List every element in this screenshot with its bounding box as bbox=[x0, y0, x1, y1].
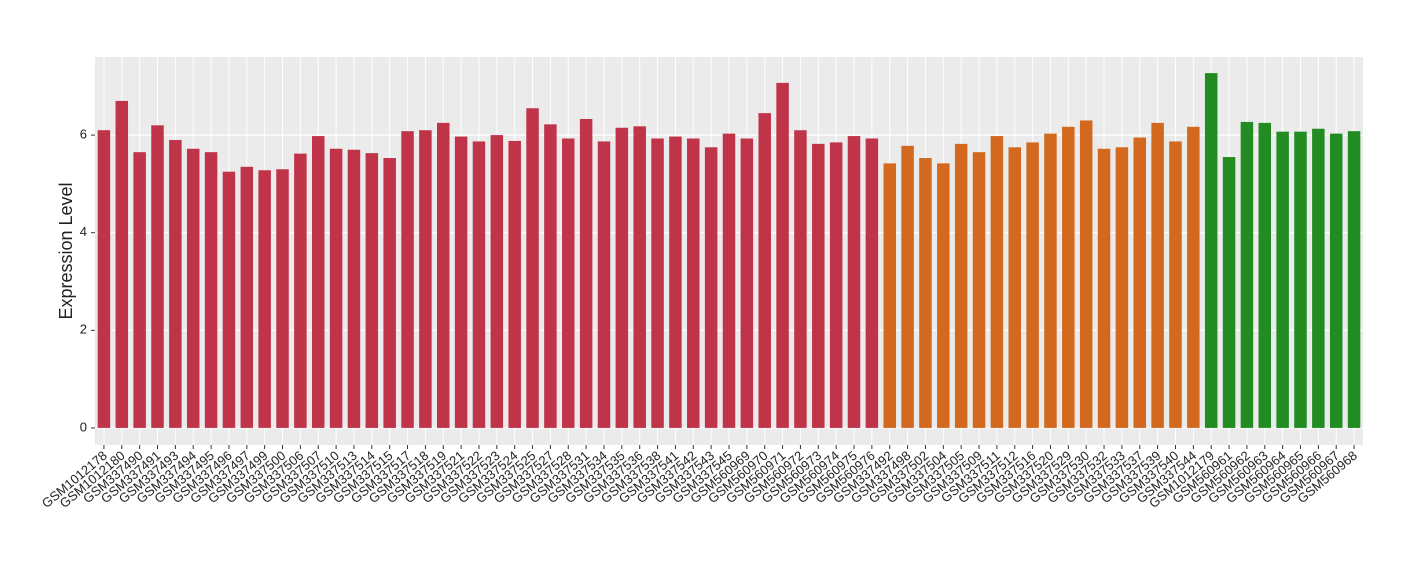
bar bbox=[847, 136, 861, 428]
bar bbox=[401, 131, 414, 428]
bar bbox=[115, 100, 129, 428]
bar bbox=[597, 141, 611, 428]
bar bbox=[704, 147, 718, 428]
bar bbox=[365, 153, 379, 428]
bar bbox=[937, 163, 950, 428]
bar bbox=[1062, 126, 1075, 428]
bar bbox=[311, 136, 325, 428]
bar bbox=[1008, 147, 1021, 428]
bar bbox=[133, 152, 146, 428]
bar bbox=[562, 138, 575, 428]
bar bbox=[1115, 147, 1129, 428]
bar bbox=[633, 126, 646, 428]
bar bbox=[1079, 120, 1093, 428]
bar bbox=[687, 138, 700, 428]
bar bbox=[169, 139, 182, 428]
bar bbox=[954, 143, 968, 428]
bar bbox=[1151, 122, 1164, 428]
bar bbox=[1258, 122, 1272, 428]
bar bbox=[383, 158, 396, 428]
bar bbox=[294, 153, 307, 428]
bar bbox=[1222, 157, 1236, 428]
bar bbox=[865, 138, 879, 428]
bar bbox=[437, 122, 450, 428]
bar bbox=[1044, 133, 1057, 428]
bar bbox=[508, 140, 521, 428]
y-tick-label: 6 bbox=[80, 127, 87, 142]
bar bbox=[919, 158, 932, 428]
bar bbox=[1276, 131, 1289, 428]
bar bbox=[883, 163, 896, 428]
bar bbox=[1347, 131, 1361, 428]
bar bbox=[1240, 121, 1254, 428]
bar bbox=[812, 143, 825, 428]
bar bbox=[472, 141, 486, 428]
bar bbox=[186, 148, 200, 428]
bar bbox=[1097, 148, 1111, 428]
bar bbox=[1329, 133, 1343, 428]
bar bbox=[490, 135, 504, 428]
bar bbox=[972, 152, 986, 428]
bar bbox=[526, 108, 539, 428]
bar bbox=[276, 169, 289, 428]
bar bbox=[1294, 131, 1307, 428]
bar bbox=[990, 136, 1004, 428]
bar bbox=[740, 138, 754, 428]
bar bbox=[329, 148, 343, 428]
bar bbox=[1169, 141, 1182, 428]
bar bbox=[454, 136, 468, 428]
bar bbox=[1312, 128, 1325, 428]
bar bbox=[544, 124, 557, 428]
bar bbox=[347, 149, 361, 428]
y-axis-title: Expression Level bbox=[56, 182, 76, 319]
bar bbox=[758, 113, 771, 428]
bar bbox=[1187, 126, 1200, 428]
bar bbox=[1026, 142, 1039, 428]
y-tick-label: 2 bbox=[80, 322, 87, 337]
bar bbox=[776, 82, 789, 428]
bar bbox=[901, 145, 914, 428]
bar bbox=[97, 130, 111, 428]
bar bbox=[419, 130, 432, 428]
bar bbox=[651, 138, 664, 428]
bar bbox=[829, 142, 843, 428]
bar bbox=[222, 171, 236, 428]
bar bbox=[794, 130, 807, 428]
bar bbox=[1204, 73, 1218, 428]
bar bbox=[579, 118, 593, 428]
y-tick-label: 0 bbox=[80, 419, 87, 434]
bar bbox=[1133, 137, 1147, 428]
y-tick-label: 4 bbox=[80, 224, 87, 239]
bar bbox=[240, 166, 254, 428]
bar bbox=[258, 170, 271, 428]
bar bbox=[669, 136, 682, 428]
bar bbox=[615, 127, 629, 428]
bar bbox=[722, 133, 736, 428]
bar bbox=[204, 152, 218, 428]
bar bbox=[151, 125, 164, 428]
